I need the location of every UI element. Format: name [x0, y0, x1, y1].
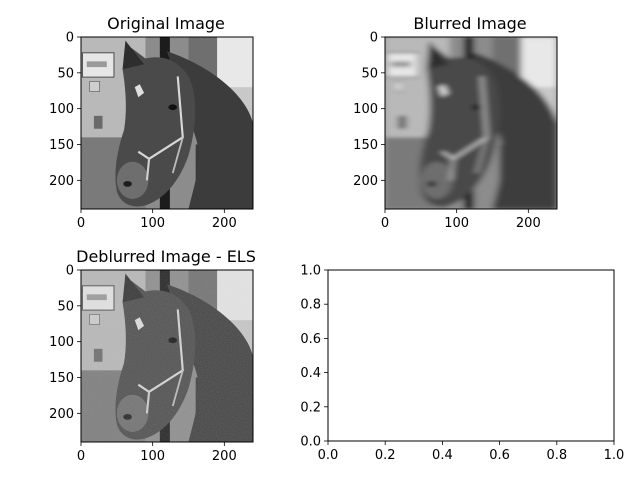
y-tick-label: 0.8 [300, 298, 321, 313]
axis-ticks: 0 100 200 0 50 100 150 200 [49, 31, 237, 232]
y-tick-label: 50 [57, 66, 74, 81]
axis-ticks: 0 100 200 0 50 100 150 200 [49, 264, 237, 465]
x-tick-label: 200 [212, 216, 237, 231]
y-tick-label: 50 [361, 66, 378, 81]
y-tick-label: 100 [353, 102, 378, 117]
x-tick-label: 0.6 [489, 448, 510, 463]
y-tick-label: 100 [49, 102, 74, 117]
y-tick-label: 150 [49, 371, 74, 386]
x-tick-label: 100 [140, 216, 165, 231]
x-tick-label: 100 [444, 216, 469, 231]
y-tick-label: 150 [353, 138, 378, 153]
x-tick-label: 0 [77, 449, 85, 464]
axes-frame [80, 269, 254, 443]
x-tick-label: 0 [381, 216, 389, 231]
y-tick-label: 200 [49, 174, 74, 189]
x-tick-label: 1.0 [604, 448, 625, 463]
y-tick-label: 0.2 [300, 400, 321, 415]
y-tick-label: 150 [49, 138, 74, 153]
y-tick-label: 0 [66, 264, 74, 279]
y-tick-label: 0.4 [300, 366, 321, 381]
x-tick-label: 0.0 [318, 448, 339, 463]
y-tick-label: 0 [370, 31, 378, 46]
x-tick-label: 0.4 [432, 448, 453, 463]
subplot-title: Original Image [107, 14, 225, 33]
original-image [81, 37, 254, 210]
axis-ticks: 0.0 0.2 0.4 0.6 0.8 1.0 0.0 0.2 0.4 0.6 0.8 1.0 [300, 264, 624, 464]
x-tick-label: 200 [212, 449, 237, 464]
y-tick-label: 0.0 [300, 435, 321, 450]
x-tick-label: 0 [77, 216, 85, 231]
axes-frame [384, 36, 558, 210]
y-tick-label: 50 [57, 299, 74, 314]
subplot-title: Deblurred Image - ELS [76, 247, 256, 266]
blurred-image [385, 37, 558, 210]
x-tick-label: 0.2 [375, 448, 396, 463]
x-tick-label: 0.8 [546, 448, 567, 463]
y-tick-label: 100 [49, 335, 74, 350]
y-tick-label: 1.0 [300, 264, 321, 279]
axes-frame [80, 36, 254, 210]
subplot-original: Original Image 0 100 200 0 50 100 150 200 [49, 14, 254, 232]
x-tick-label: 100 [140, 449, 165, 464]
axes-frame [327, 269, 615, 442]
subplot-title: Blurred Image [413, 14, 526, 33]
axis-ticks: 0 100 200 0 50 100 150 200 [353, 31, 541, 232]
subplot-deblurred: Deblurred Image - ELS 0 100 200 0 50 100 150 20… [49, 247, 256, 464]
y-tick-label: 0.6 [300, 332, 321, 347]
subplot-blurred: Blurred Image 0 100 200 0 50 100 150 200 [353, 14, 558, 232]
subplot-empty: 0.0 0.2 0.4 0.6 0.8 1.0 0.0 0.2 0.4 0.6 0.8 1.0 [300, 264, 624, 464]
y-tick-label: 200 [353, 174, 378, 189]
deblurred-image [81, 270, 254, 443]
x-tick-label: 200 [516, 216, 541, 231]
y-tick-label: 0 [66, 31, 74, 46]
y-tick-label: 200 [49, 407, 74, 422]
